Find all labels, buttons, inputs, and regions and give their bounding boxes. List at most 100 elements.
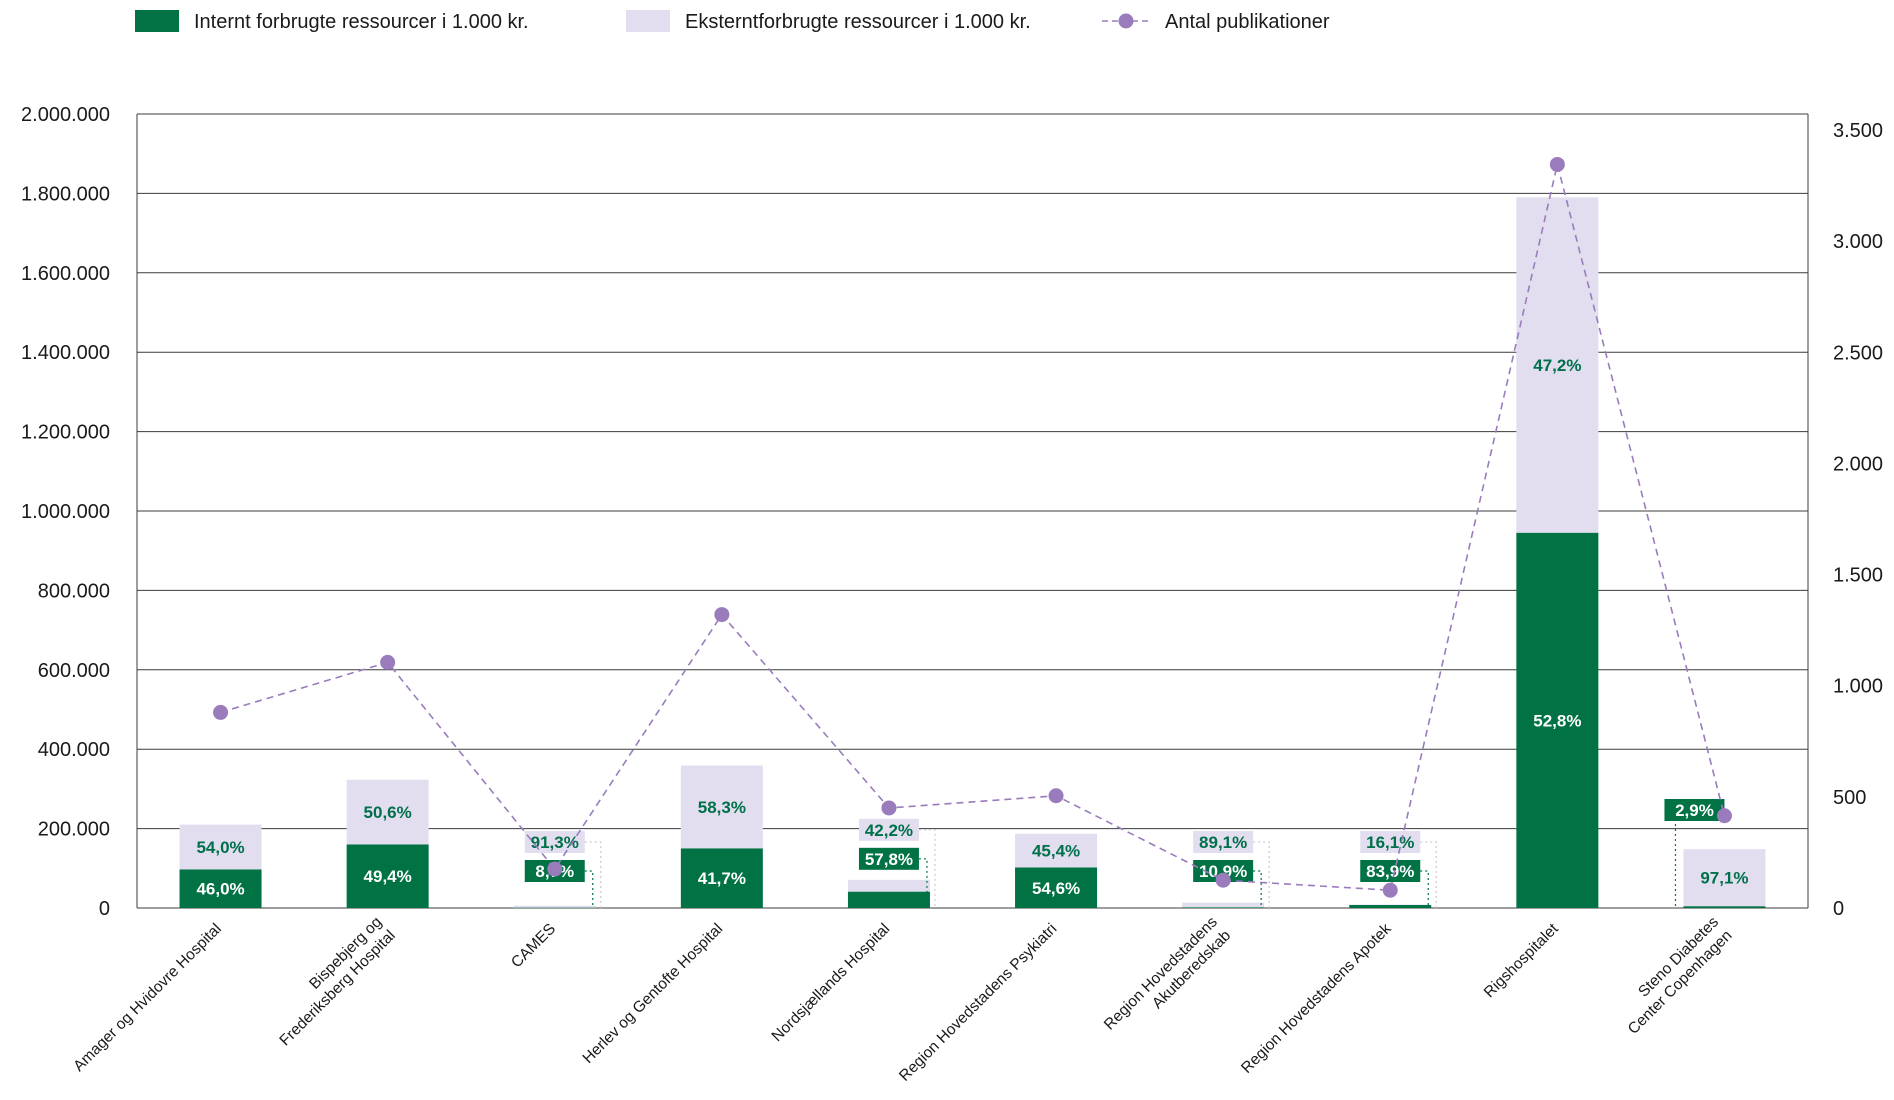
pct-box-internal: [858, 847, 919, 870]
publications-point: [1382, 882, 1398, 898]
bar-internal: [1683, 906, 1766, 908]
publications-point: [881, 800, 897, 816]
y-left-tick-label: 1.000.000: [21, 501, 110, 523]
y-left-tick-label: 2.000.000: [21, 104, 110, 126]
bar-internal: [1182, 907, 1265, 908]
pct-leader-internal: [1253, 870, 1262, 908]
bar-external: [1015, 833, 1098, 868]
pct-label-internal: 83,9%: [1366, 862, 1414, 881]
publications-point: [380, 654, 396, 670]
pct-box-external: [858, 818, 919, 841]
pct-leader-external: [1420, 841, 1437, 908]
legend-swatch-internal: [135, 10, 179, 32]
legend-marker-publications: [1118, 13, 1134, 29]
pct-box-external: [1193, 831, 1254, 853]
pct-leader-internal: [584, 870, 594, 908]
pct-label-internal: 46,0%: [196, 880, 244, 899]
x-category-label: Region Hovedstadens Psykiatri: [896, 920, 1060, 1084]
pct-box-external: [1360, 831, 1421, 853]
pct-label-external: 89,1%: [1199, 833, 1247, 852]
x-category-label: Region HovedstadensAkutberedskab: [1101, 913, 1234, 1046]
pct-label-internal: 10,9%: [1199, 862, 1247, 881]
x-category-label: Herlev og Gentofte Hospital: [580, 920, 727, 1067]
y-right-tick-label: 1.500: [1833, 565, 1883, 587]
pct-label-internal: 54,6%: [1032, 879, 1080, 898]
pct-label-internal: 52,8%: [1533, 711, 1581, 730]
pct-leader-internal: [1664, 809, 1677, 908]
y-left-tick-label: 800.000: [38, 580, 110, 602]
pct-label-external: 58,3%: [698, 798, 746, 817]
y-left-tick-label: 600.000: [38, 660, 110, 682]
bar-external: [1182, 902, 1265, 908]
bar-external: [346, 779, 429, 845]
y-left-tick-label: 400.000: [38, 739, 110, 761]
y-left-tick-label: 0: [99, 898, 110, 920]
legend-label-internal: Internt forbrugte ressourcer i 1.000 kr.: [194, 11, 529, 33]
x-category-label: Nordsjællands Hospital: [769, 920, 894, 1045]
bar-internal: [680, 848, 763, 908]
legend-swatch-external: [626, 10, 670, 32]
bar-external: [847, 879, 930, 892]
pct-leader-external: [584, 841, 602, 908]
pct-box-internal: [1664, 799, 1725, 821]
pct-label-internal: 2,9%: [1675, 801, 1714, 820]
bar-external: [1683, 849, 1766, 907]
pct-leader-internal: [1420, 870, 1429, 908]
y-left-tick-label: 200.000: [38, 819, 110, 841]
pct-label-external: 54,0%: [196, 838, 244, 857]
y-left-tick-label: 1.600.000: [21, 263, 110, 285]
pct-leader-external: [1253, 841, 1270, 908]
pct-label-external: 91,3%: [531, 833, 579, 852]
pct-box-internal: [1193, 860, 1254, 882]
bar-external: [1349, 904, 1432, 906]
legend-label-external: Eksterntforbrugte ressourcer i 1.000 kr.: [685, 11, 1031, 33]
y-right-tick-label: 2.000: [1833, 453, 1883, 475]
bar-internal: [513, 907, 596, 909]
bar-internal: [179, 869, 262, 908]
pct-label-internal: 49,4%: [364, 867, 412, 886]
legend-label-publications: Antal publikationer: [1165, 11, 1330, 33]
bar-internal: [346, 844, 429, 908]
publications-point: [213, 704, 229, 720]
x-category-label: Rigshospitalet: [1481, 920, 1562, 1001]
publications-point: [1549, 156, 1565, 172]
bar-external: [513, 905, 596, 908]
y-left-tick-label: 1.200.000: [21, 422, 110, 444]
y-left-tick-label: 1.400.000: [21, 342, 110, 364]
publications-point: [547, 861, 563, 877]
bar-internal: [847, 891, 930, 908]
publications-line: [220, 164, 1726, 892]
pct-label-external: 50,6%: [364, 803, 412, 822]
publications-point: [714, 607, 730, 623]
pct-box-external: [524, 831, 585, 853]
bar-external: [1516, 197, 1599, 533]
pct-label-external: 16,1%: [1366, 833, 1414, 852]
pct-label-external: 42,2%: [865, 821, 913, 840]
x-category-label: Amager og Hvidovre Hospital: [70, 920, 225, 1075]
pct-label-external: 97,1%: [1700, 869, 1748, 888]
pct-label-external: 45,4%: [1032, 842, 1080, 861]
y-left-tick-label: 1.800.000: [21, 183, 110, 205]
y-right-tick-label: 0: [1833, 898, 1844, 920]
pct-label-internal: 41,7%: [698, 869, 746, 888]
bar-internal: [1516, 532, 1599, 908]
pct-label-external: 47,2%: [1533, 356, 1581, 375]
y-right-tick-label: 3.000: [1833, 231, 1883, 253]
x-category-label: Bispebjerg ogFrederiksberg Hospital: [263, 914, 399, 1050]
bar-internal: [1349, 905, 1432, 908]
pct-leader-internal: [918, 858, 928, 908]
bar-internal: [1015, 867, 1098, 908]
y-right-tick-label: 3.500: [1833, 120, 1883, 142]
x-category-label: Region Hovedstadens Apotek: [1238, 920, 1395, 1077]
y-right-tick-label: 500: [1833, 787, 1866, 809]
bar-external: [680, 765, 763, 849]
publications-point: [1215, 872, 1231, 888]
publications-point: [1716, 808, 1732, 824]
pct-box-internal: [1360, 860, 1421, 882]
x-category-label: Steno DiabetesCenter Copenhagen: [1611, 913, 1735, 1037]
publications-point: [1048, 788, 1064, 804]
pct-label-internal: 57,8%: [865, 850, 913, 869]
pct-leader-external: [918, 829, 936, 908]
y-right-tick-label: 1.000: [1833, 676, 1883, 698]
